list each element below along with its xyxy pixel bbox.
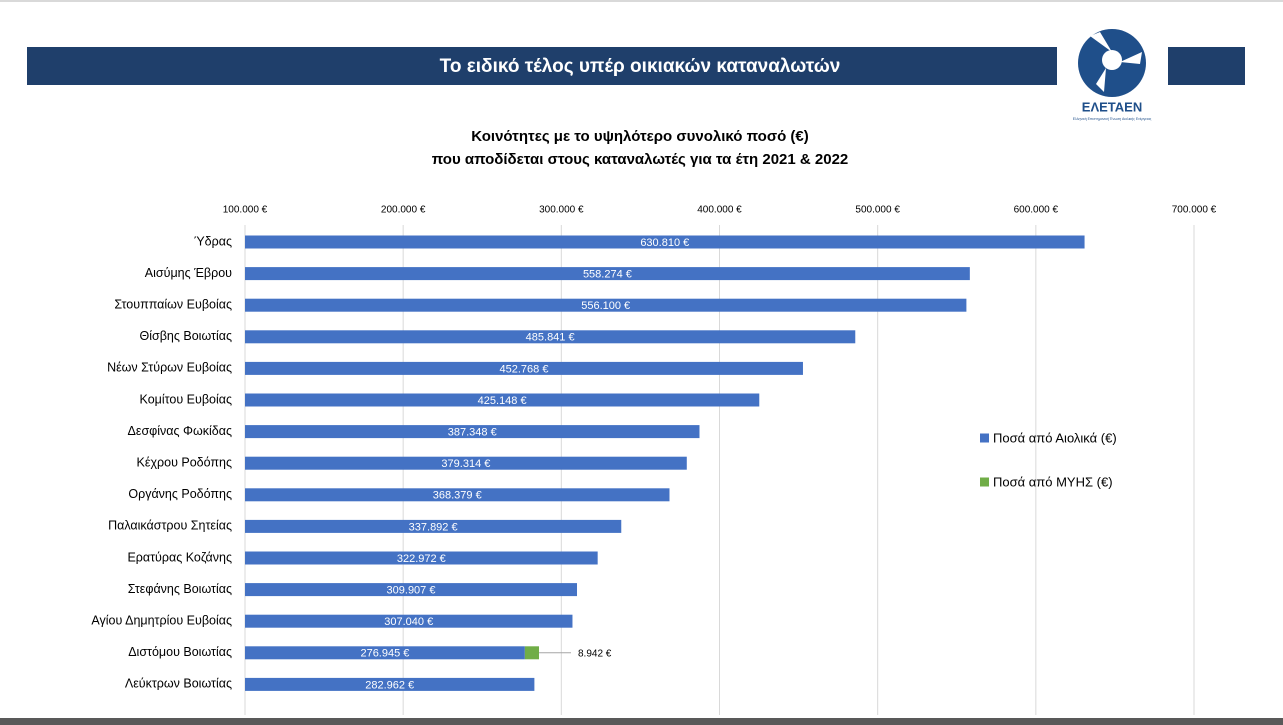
chart-title: που αποδίδεται στους καταναλωτές για τα … xyxy=(432,151,849,168)
bar-segment xyxy=(245,677,535,691)
y-tick-label: Λεύκτρων Βοιωτίας xyxy=(125,677,232,691)
data-label: 379.314 € xyxy=(441,458,490,470)
bar-segment xyxy=(245,235,1085,249)
legend-label: Ποσά από Αιολικά (€) xyxy=(993,430,1117,445)
bar-segment xyxy=(524,646,540,660)
y-tick-label: Διστόμου Βοιωτίας xyxy=(128,645,232,659)
bar-segment xyxy=(245,330,856,344)
data-label: 337.892 € xyxy=(409,521,458,533)
x-tick-label: 100.000 € xyxy=(223,205,268,216)
y-tick-label: Παλαικάστρου Σητείας xyxy=(108,519,232,533)
data-label: 558.274 € xyxy=(583,269,632,281)
bar-segment xyxy=(245,646,525,660)
y-tick-label: Κομίτου Ευβοίας xyxy=(140,392,232,406)
y-tick-label: Νέων Στύρων Ευβοίας xyxy=(107,361,232,375)
bar-segment xyxy=(245,583,578,597)
data-label: 556.100 € xyxy=(581,300,630,312)
y-tick-label: Αγίου Δημητρίου Ευβοίας xyxy=(91,613,232,627)
logo-subtitle: Ελληνική Επιστημονική Ένωση Αιολικής Ενέ… xyxy=(1073,117,1152,121)
bar-segment xyxy=(245,456,687,470)
x-tick-label: 400.000 € xyxy=(697,205,742,216)
bar-segment xyxy=(245,519,622,533)
y-tick-label: Οργάνης Ροδόπης xyxy=(128,487,232,501)
data-label: 425.148 € xyxy=(478,395,527,407)
y-tick-label: Κέχρου Ροδόπης xyxy=(137,455,232,469)
bottom-edge xyxy=(0,718,1283,725)
data-label: 282.962 € xyxy=(365,679,414,691)
data-label: 322.972 € xyxy=(397,553,446,565)
legend-swatch xyxy=(980,433,989,443)
data-label: 307.040 € xyxy=(384,616,433,628)
bar-segment xyxy=(245,614,573,628)
top-edge xyxy=(0,0,1283,2)
chart-title: Κοινότητες με το υψηλότερο συνολικό ποσό… xyxy=(471,128,809,145)
header-bar xyxy=(27,47,1057,85)
y-tick-label: Δεσφίνας Φωκίδας xyxy=(128,424,232,438)
x-tick-label: 200.000 € xyxy=(381,205,426,216)
bar-segment xyxy=(245,551,598,565)
data-label: 8.942 € xyxy=(578,648,612,659)
y-tick-label: Θίσβης Βοιωτίας xyxy=(140,329,232,343)
bar-segment xyxy=(245,267,970,281)
data-label: 309.907 € xyxy=(387,585,436,597)
logo-hub xyxy=(1102,50,1122,70)
legend-swatch xyxy=(980,477,989,487)
x-tick-label: 300.000 € xyxy=(539,205,584,216)
y-tick-label: Ύδρας xyxy=(194,234,232,248)
data-label: 276.945 € xyxy=(360,648,409,660)
logo-blades xyxy=(1090,32,1142,92)
bar-segment xyxy=(245,361,803,375)
data-label: 387.348 € xyxy=(448,427,497,439)
logo-text: ΕΛΕΤΑΕΝ xyxy=(1082,99,1142,114)
legend-label: Ποσά από ΜΥΗΣ (€) xyxy=(993,474,1113,489)
bar-segment xyxy=(245,393,760,407)
y-tick-label: Στουππαίων Ευβοίας xyxy=(114,297,232,311)
data-label: 630.810 € xyxy=(640,237,689,249)
data-label: 368.379 € xyxy=(433,490,482,502)
x-tick-label: 700.000 € xyxy=(1172,205,1217,216)
logo: ΕΛΕΤΑΕΝ Ελληνική Επιστημονική Ένωση Αιολ… xyxy=(1073,29,1152,121)
y-tick-label: Στεφάνης Βοιωτίας xyxy=(128,582,232,596)
y-tick-label: Ερατύρας Κοζάνης xyxy=(127,550,232,564)
bar-segment xyxy=(245,425,700,439)
x-tick-label: 600.000 € xyxy=(1014,205,1059,216)
bar-segment xyxy=(245,298,967,312)
data-label: 452.768 € xyxy=(500,363,549,375)
x-tick-label: 500.000 € xyxy=(855,205,900,216)
data-label: 485.841 € xyxy=(526,332,575,344)
header-bar-right xyxy=(1168,47,1245,85)
header-title: Το ειδικό τέλος υπέρ οικιακών καταναλωτώ… xyxy=(440,56,841,77)
y-tick-label: Αισύμης Έβρου xyxy=(145,266,232,280)
bar-segment xyxy=(245,488,670,502)
